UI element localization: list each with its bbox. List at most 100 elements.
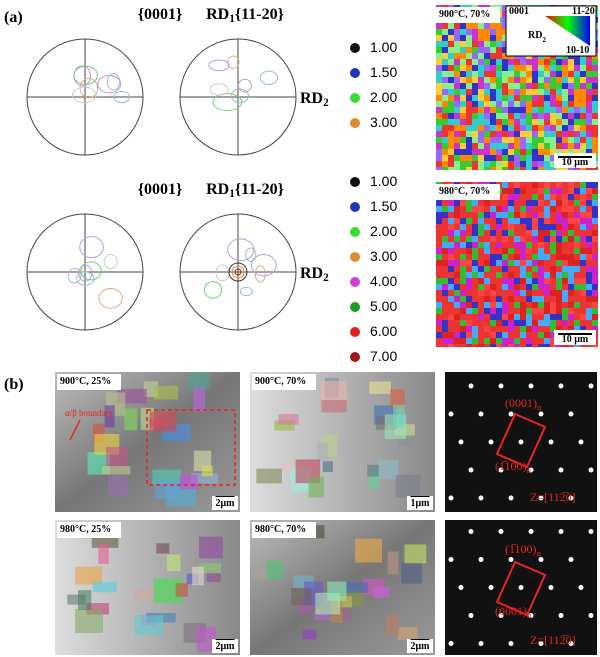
grain (378, 459, 399, 480)
grain (442, 101, 448, 107)
grain (592, 194, 598, 200)
grain (484, 41, 490, 47)
spot (458, 585, 464, 590)
grain (568, 125, 574, 131)
grain (586, 320, 592, 326)
text-part: 2μm (216, 498, 236, 509)
grain (472, 290, 478, 296)
contour (97, 75, 122, 94)
grain (460, 338, 466, 344)
grain (538, 206, 544, 212)
grain (490, 284, 496, 290)
grain (460, 95, 466, 101)
grain (442, 167, 448, 170)
grain (502, 182, 508, 188)
grain (568, 131, 574, 137)
grain (454, 71, 460, 77)
grain (496, 131, 502, 137)
grain (442, 143, 448, 149)
spot (588, 383, 594, 389)
grain (484, 290, 490, 296)
grain (484, 47, 490, 53)
grain (490, 161, 496, 167)
grain (460, 236, 466, 242)
grain (592, 344, 598, 347)
grain (460, 242, 466, 248)
grain (436, 218, 442, 224)
legend-marker (350, 43, 360, 53)
grain (448, 236, 454, 242)
grain (466, 332, 472, 338)
text-part: RD (206, 6, 229, 23)
contour (71, 86, 97, 104)
grain (436, 23, 442, 29)
grain (544, 230, 550, 236)
grain (454, 278, 460, 284)
grain (460, 137, 466, 143)
grain (442, 89, 448, 95)
grain (442, 314, 448, 320)
grain (496, 290, 502, 296)
grain (568, 188, 574, 194)
grain (538, 308, 544, 314)
grain (502, 302, 508, 308)
legend-label: 5.00 (370, 298, 397, 314)
text-part: 980°C, 70% (255, 524, 306, 535)
grain (502, 23, 508, 29)
grain (460, 260, 466, 266)
grain (308, 476, 325, 498)
grain (514, 320, 520, 326)
grain (502, 95, 508, 101)
grain (562, 137, 568, 143)
grain (532, 59, 538, 65)
grain (484, 338, 490, 344)
grain (508, 77, 514, 83)
grain (448, 89, 454, 95)
spot (508, 641, 514, 646)
grain (484, 218, 490, 224)
grain (502, 272, 508, 278)
grain (574, 101, 580, 107)
grain (514, 338, 520, 344)
grain (556, 224, 562, 230)
grain (496, 302, 502, 308)
grain (472, 125, 478, 131)
grain (508, 248, 514, 254)
grain (580, 212, 586, 218)
grain (508, 230, 514, 236)
grain (436, 326, 442, 332)
text-part: RD (528, 30, 542, 41)
grain (454, 167, 460, 170)
grain (556, 101, 562, 107)
grain (472, 242, 478, 248)
grain (466, 149, 472, 155)
image-label-bg (252, 522, 316, 538)
grain (502, 53, 508, 59)
ipf-triangle (545, 16, 590, 46)
grain (478, 65, 484, 71)
grain (508, 182, 514, 188)
grain (454, 332, 460, 338)
grain (460, 101, 466, 107)
grain (550, 107, 556, 113)
spot (528, 467, 534, 473)
grain (442, 290, 448, 296)
grain (526, 149, 532, 155)
grain (460, 167, 466, 170)
grain (291, 587, 312, 606)
spot (498, 613, 504, 618)
grain (442, 77, 448, 83)
grain (472, 320, 478, 326)
spot (448, 641, 454, 646)
grain (520, 143, 526, 149)
grain (274, 420, 295, 431)
grain (436, 95, 442, 101)
grain (544, 302, 550, 308)
grain (466, 236, 472, 242)
grain (520, 254, 526, 260)
grain (454, 29, 460, 35)
grain (436, 167, 442, 170)
image-label-bg (252, 374, 316, 390)
grain (448, 155, 454, 161)
grain (442, 95, 448, 101)
